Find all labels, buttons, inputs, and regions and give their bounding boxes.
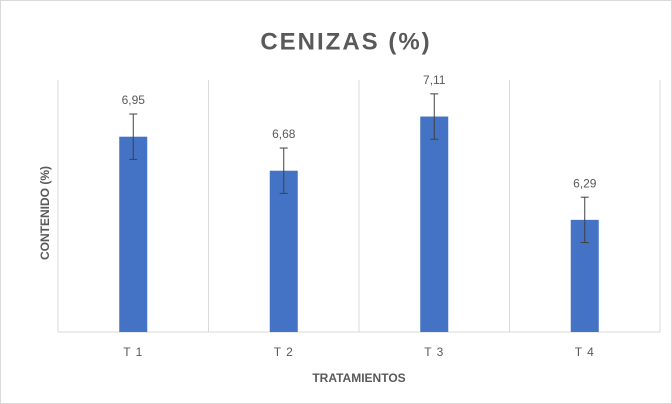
bar: [420, 116, 449, 332]
data-label: 6,29: [573, 176, 597, 190]
chart-title: CENIZAS (%): [260, 28, 431, 55]
data-label: 6,68: [272, 127, 296, 141]
x-axis-title: TRATAMIENTOS: [312, 371, 405, 385]
x-tick-label: T 2: [274, 345, 294, 359]
bar: [269, 170, 298, 332]
data-label: 7,11: [423, 73, 446, 87]
x-tick-label: T 3: [424, 345, 444, 359]
x-tick-label: T 1: [123, 345, 143, 359]
bar: [119, 136, 148, 332]
x-tick-label: T 4: [575, 345, 595, 359]
data-label: 6,95: [122, 93, 146, 107]
y-axis-title: CONTENIDO (%): [38, 166, 52, 260]
